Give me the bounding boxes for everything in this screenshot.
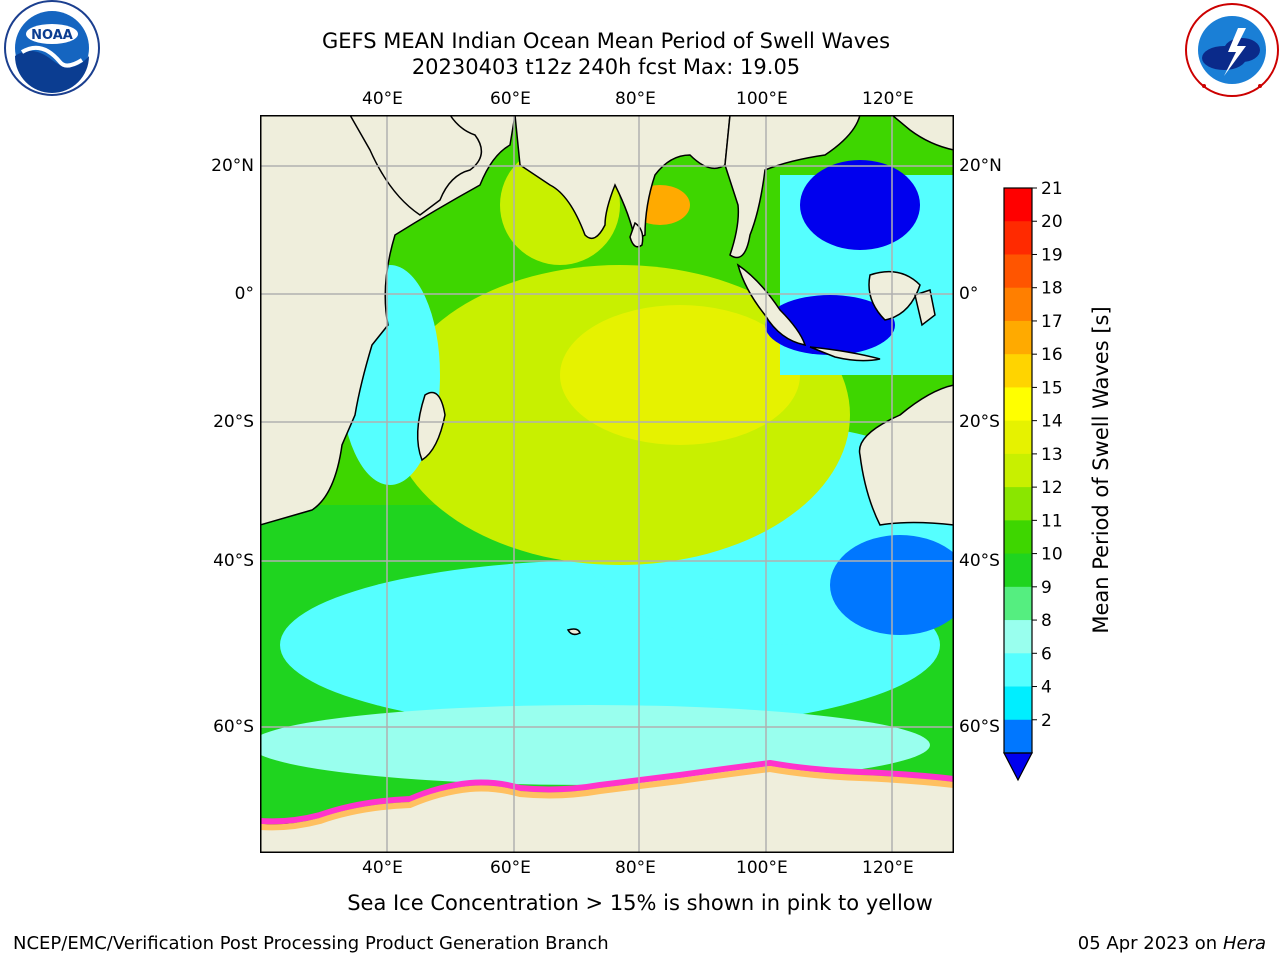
colorbar-tick-label: 2 xyxy=(1041,711,1052,731)
colorbar-segment xyxy=(1004,221,1032,255)
colorbar-tick-label: 17 xyxy=(1041,312,1063,332)
colorbar-label: Mean Period of Swell Waves [s] xyxy=(1089,306,1113,633)
colorbar-tick-label: 13 xyxy=(1041,445,1063,465)
noaa-logo-text: NOAA xyxy=(31,28,73,43)
colorbar-tick-label: 12 xyxy=(1041,478,1063,498)
colorbar-frame xyxy=(1003,187,1033,754)
south-china-sea-blue xyxy=(800,160,920,250)
lat-label-left-40s: 40°S xyxy=(213,551,254,571)
colorbar-tick-label: 16 xyxy=(1041,345,1063,365)
colorbar-tick-label: 21 xyxy=(1041,180,1063,199)
colorbar-segment xyxy=(1004,453,1032,488)
lon-label-top-60e: 60°E xyxy=(490,89,531,109)
colorbar-tick-label: 20 xyxy=(1041,212,1063,232)
colorbar-segment xyxy=(1004,387,1032,422)
colorbar-tick-label: 18 xyxy=(1041,279,1063,299)
colorbar-tick-label: 15 xyxy=(1041,378,1063,398)
lat-label-left-60s: 60°S xyxy=(213,717,254,737)
graticule xyxy=(260,115,954,853)
colorbar-segment xyxy=(1004,586,1032,621)
lon-label-bottom-100e: 100°E xyxy=(736,858,788,878)
sulawesi-island xyxy=(914,289,936,327)
lon-label-bottom-120e: 120°E xyxy=(862,858,914,878)
colorbar-segment xyxy=(1004,354,1032,388)
sea-ice-note-text: Sea Ice Concentration > 15% is shown in … xyxy=(347,891,933,915)
map-frame xyxy=(260,115,954,853)
indian-subcontinent xyxy=(514,115,731,242)
lon-label-bottom-60e: 60°E xyxy=(490,858,531,878)
lon-label-bottom-40e: 40°E xyxy=(362,858,403,878)
colorbar-tick-label: 8 xyxy=(1041,611,1052,631)
madagascar-island xyxy=(416,391,446,462)
colorbar-tick-label: 9 xyxy=(1041,578,1052,598)
colorbar-tick-label: 10 xyxy=(1041,545,1063,565)
lat-label-right-20n: 20°N xyxy=(959,156,1002,176)
lon-label-top-100e: 100°E xyxy=(736,89,788,109)
colorbar-segment xyxy=(1004,254,1032,289)
colorbar-tick-label: 4 xyxy=(1041,678,1052,698)
kerguelen-island xyxy=(566,628,581,636)
footer-right: 05 Apr 2023 on Hera xyxy=(1078,933,1266,954)
colorbar-segment xyxy=(1004,620,1032,654)
colorbar-segment xyxy=(1004,553,1032,588)
colorbar-under-arrow xyxy=(1003,752,1033,782)
colorbar-segment xyxy=(1004,287,1032,322)
arabian-peninsula xyxy=(349,115,483,216)
colorbar-segment xyxy=(1004,719,1032,754)
title-line-2: 20230403 t12z 240h fcst Max: 19.05 xyxy=(411,55,801,79)
java-island xyxy=(809,346,881,362)
central-yellow-zone xyxy=(560,305,800,445)
colorbar-segment xyxy=(1004,188,1032,222)
sea-ice-note: Sea Ice Concentration > 15% is shown in … xyxy=(0,891,1280,915)
lon-label-top-40e: 40°E xyxy=(362,89,403,109)
footer-date: 05 Apr 2023 on xyxy=(1077,933,1223,954)
lat-label-right-0: 0° xyxy=(959,284,979,304)
footer-host: Hera xyxy=(1222,933,1266,954)
colorbar-segment xyxy=(1004,686,1032,721)
colorbar-segment xyxy=(1004,320,1032,355)
colorbar: 21 20 19 18 17 16 15 14 13 12 11 10 9 8 6 4 2 Mean Perio… xyxy=(1003,180,1113,782)
colorbar-segment xyxy=(1004,653,1032,688)
footer-left: NCEP/EMC/Verification Post Processing Pr… xyxy=(13,933,609,954)
colorbar-segment xyxy=(1004,487,1032,521)
sea-ice-edge-pink xyxy=(260,759,954,825)
nws-logo xyxy=(1185,3,1279,97)
colorbar-tick-label: 14 xyxy=(1041,412,1063,432)
swell-period-map xyxy=(260,115,954,853)
noaa-logo: NOAA xyxy=(4,0,100,96)
lon-label-bottom-80e: 80°E xyxy=(615,858,656,878)
lat-label-left-20s: 20°S xyxy=(213,412,254,432)
colorbar-tick-label: 11 xyxy=(1041,511,1063,531)
colorbar-segment xyxy=(1004,520,1032,555)
colorbar-tick-label: 6 xyxy=(1041,644,1052,664)
indochina-peninsula xyxy=(724,115,861,259)
lat-label-right-40s: 40°S xyxy=(959,551,1000,571)
sea-ice-edge-yellow xyxy=(260,765,954,831)
lon-label-top-120e: 120°E xyxy=(862,89,914,109)
title-line-1: GEFS MEAN Indian Ocean Mean Period of Sw… xyxy=(321,29,891,53)
lat-label-left-0: 0° xyxy=(234,284,254,304)
colorbar-segment xyxy=(1004,420,1032,455)
borneo-island xyxy=(868,270,921,321)
australia-landmass xyxy=(858,384,954,526)
lat-label-left-20n: 20°N xyxy=(211,156,254,176)
colorbar-tick-label: 19 xyxy=(1041,245,1063,265)
lat-label-right-60s: 60°S xyxy=(959,717,1000,737)
lat-label-right-20s: 20°S xyxy=(959,412,1000,432)
lon-label-top-80e: 80°E xyxy=(615,89,656,109)
